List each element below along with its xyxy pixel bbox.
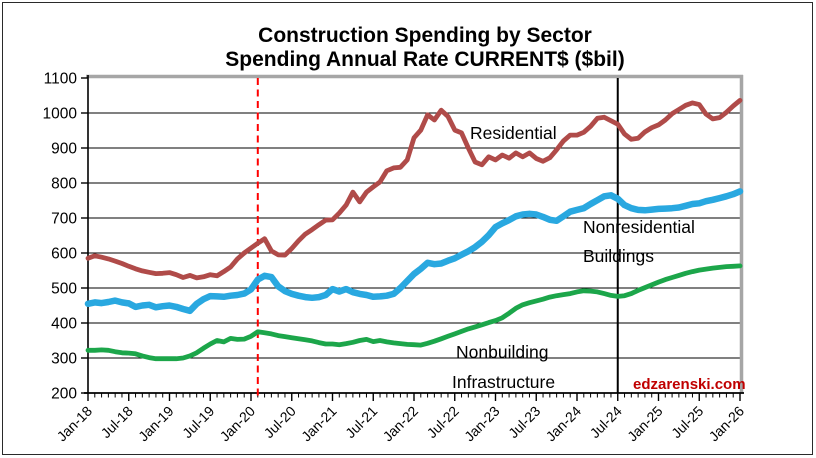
chart-title-line1: Construction Spending by Sector	[258, 24, 592, 47]
y-axis-label-700: 700	[51, 211, 77, 228]
series-label-infrastructure: Infrastructure	[452, 372, 555, 392]
watermark-text: edzarenski.com	[633, 376, 746, 393]
nonresidential-buildings-line	[84, 188, 744, 315]
y-axis-label-600: 600	[51, 246, 77, 263]
y-axis-label-500: 500	[51, 281, 77, 298]
y-axis-label-200: 200	[51, 386, 77, 403]
series-label-nonresidential: Nonresidential	[583, 217, 695, 237]
series-label-buildings: Buildings	[583, 246, 654, 266]
y-axis-label-1100: 1100	[44, 71, 78, 88]
y-axis-label-1000: 1000	[43, 106, 78, 123]
series-label-nonbuilding: Nonbuilding	[456, 342, 548, 362]
y-axis-label-800: 800	[51, 176, 77, 193]
y-axis-label-300: 300	[51, 351, 77, 368]
chart-title-line2: Spending Annual Rate CURRENT$ ($bil)	[225, 48, 624, 71]
y-axis-label-400: 400	[51, 316, 77, 333]
residential-line	[85, 98, 743, 281]
nonbuilding-infrastructure-line	[85, 263, 743, 362]
y-axis-label-900: 900	[51, 141, 77, 158]
series-label-residential: Residential	[470, 123, 557, 143]
